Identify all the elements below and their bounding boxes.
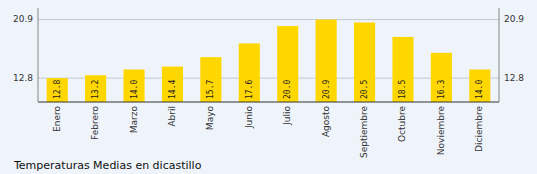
chart: 12.8 20.9 12.8 20.9 Enero Febrero Marzo Abril Ma… <box>0 0 537 174</box>
x-tick-label: Mayo <box>205 106 215 131</box>
data-label: 17.6 <box>245 80 254 99</box>
y-axis-line <box>38 8 39 102</box>
data-label: 18.5 <box>398 80 407 99</box>
x-tick-label: Septiembre <box>359 106 369 159</box>
x-tick-label: Noviembre <box>436 106 446 156</box>
data-label: 16.3 <box>437 80 446 99</box>
x-axis-line <box>38 102 499 103</box>
data-label: 14.0 <box>130 80 139 99</box>
x-tick-label: Abril <box>167 106 177 127</box>
y-tick-label: 20.9 <box>13 14 33 24</box>
data-label: 20.5 <box>360 80 369 99</box>
data-label: 14.0 <box>475 80 484 99</box>
bar <box>85 75 106 102</box>
grid-line <box>38 19 499 20</box>
x-tick-label: Agosto <box>321 106 331 138</box>
data-label: 20.9 <box>322 80 331 99</box>
bar <box>354 22 375 102</box>
data-label: 12.8 <box>53 80 62 99</box>
y2-tick-label: 12.8 <box>504 73 524 83</box>
x-tick-label: Febrero <box>90 106 100 140</box>
y2-axis-line <box>499 8 500 102</box>
data-label: 15.7 <box>206 80 215 99</box>
x-tick-label: Junio <box>244 106 254 130</box>
bar <box>316 20 337 102</box>
x-tick-label: Marzo <box>129 106 139 134</box>
grid-line <box>38 78 499 79</box>
title: Temperaturas Medias en dicastillo <box>13 159 202 172</box>
bar <box>277 26 298 102</box>
bars <box>47 20 491 102</box>
bar <box>162 67 183 102</box>
x-tick-label: Julio <box>282 106 292 126</box>
x-tick-label: Octubre <box>397 106 407 142</box>
x-tick-label: Enero <box>52 106 62 132</box>
bar <box>392 37 413 102</box>
bar <box>200 57 221 102</box>
data-label: 13.2 <box>91 80 100 99</box>
data-label: 20.0 <box>283 80 292 99</box>
x-tick-label: Diciembre <box>474 106 484 152</box>
bar <box>469 69 490 102</box>
y-tick-label: 12.8 <box>13 73 33 83</box>
bar <box>123 69 144 102</box>
bar <box>239 43 260 102</box>
data-label: 14.4 <box>168 80 177 99</box>
bar <box>47 78 68 102</box>
bar <box>431 53 452 102</box>
y2-tick-label: 20.9 <box>504 14 524 24</box>
background <box>0 0 537 174</box>
